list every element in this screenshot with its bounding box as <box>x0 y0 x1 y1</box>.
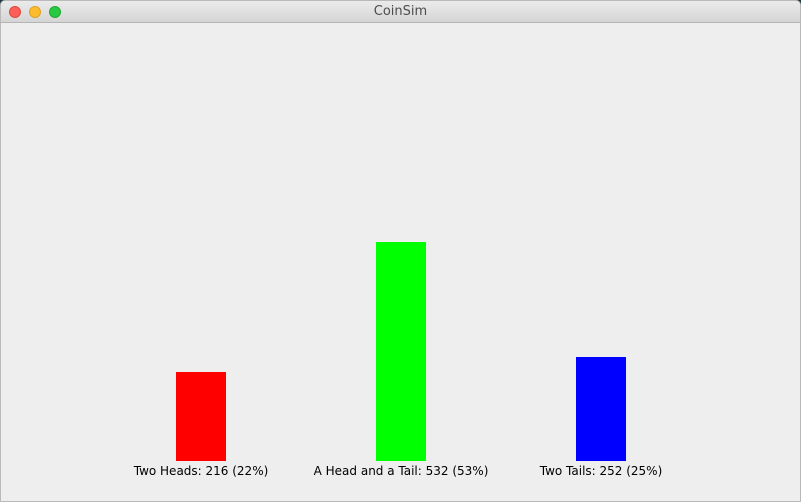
bar-label-two-tails: Two Tails: 252 (25%) <box>539 464 663 478</box>
bar-label-two-heads: Two Heads: 216 (22%) <box>133 464 269 478</box>
bar-label-head-and-tail: A Head and a Tail: 532 (53%) <box>313 464 489 478</box>
bar-two-tails <box>576 357 626 461</box>
chart-canvas: Two Heads: 216 (22%) A Head and a Tail: … <box>1 23 800 501</box>
close-window-icon[interactable] <box>9 6 21 18</box>
bar-two-heads <box>176 372 226 461</box>
window-title: CoinSim <box>373 4 428 19</box>
minimize-window-icon[interactable] <box>29 6 41 18</box>
zoom-window-icon[interactable] <box>49 6 61 18</box>
title-bar[interactable]: CoinSim <box>1 1 800 23</box>
bar-head-and-tail <box>376 242 426 461</box>
